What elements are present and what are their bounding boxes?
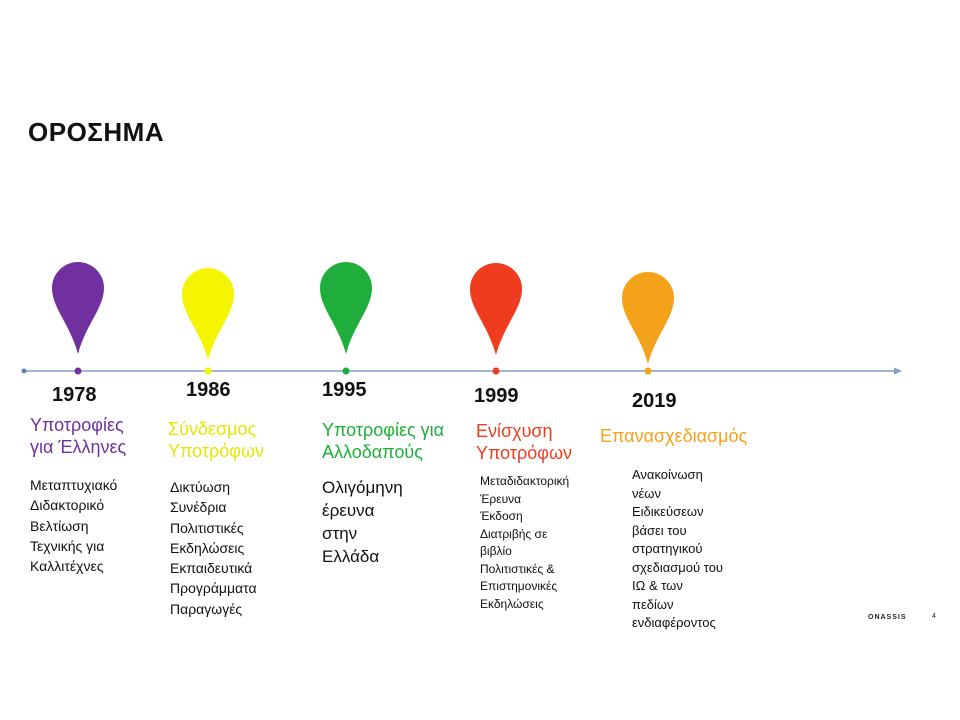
- milestone-description-line: ενδιαφέροντος: [632, 615, 716, 630]
- milestone-description-line: βιβλίο: [480, 544, 512, 558]
- milestone-heading: Επανασχεδιασμός: [600, 425, 747, 447]
- milestone-description-line: Ανακοίνωση: [632, 467, 703, 482]
- milestone-heading: Ενίσχυση Υποτρόφων: [476, 420, 572, 464]
- milestone-heading-line: Ενίσχυση: [476, 421, 553, 441]
- milestone-description-line: νέων: [632, 485, 661, 501]
- map-pin-icon: [182, 267, 234, 360]
- map-pin-icon: [52, 262, 104, 354]
- milestone-description-line: σχεδιασμού του: [632, 559, 724, 575]
- milestone-description-line: Μεταπτυχιακό: [30, 477, 118, 493]
- map-pin-icon: [622, 272, 674, 364]
- milestone-heading-line: Αλλοδαπούς: [322, 442, 423, 462]
- map-pin-icon: [320, 262, 372, 354]
- milestone-year: 1995: [322, 379, 367, 401]
- milestone-description-line: στην: [322, 524, 358, 543]
- milestone-heading-line: Σύνδεσμος: [168, 419, 257, 439]
- milestone-description-line: Ολιγόμηνη: [322, 478, 403, 497]
- milestone-description-line: έρευνα: [322, 501, 375, 520]
- milestone-year: 1978: [52, 384, 97, 406]
- milestone-description-line: Πολιτιστικές: [170, 519, 244, 536]
- timeline-arrowhead: [894, 367, 902, 375]
- milestone-heading-line: Υποτρόφων: [476, 443, 573, 463]
- milestone-description-line: Ειδικεύσεων: [632, 504, 704, 519]
- milestone-description-line: Προγράμματα: [170, 580, 257, 597]
- milestone-year: 1986: [186, 379, 231, 401]
- milestone-heading-line: για Έλληνες: [30, 437, 127, 457]
- onassis-logo: ONASSIS: [868, 614, 907, 621]
- milestone-heading-line: Υποτρόφων: [168, 441, 265, 461]
- milestone-description-line: Έκδοση: [480, 509, 523, 523]
- milestone-description-line: Παραγωγές: [170, 600, 243, 617]
- milestone-description-line: Εκδηλώσεις: [170, 539, 245, 556]
- timeline-marker-dot: [644, 367, 652, 375]
- milestone-description: Μεταδιδακτορική Έρευνα Έκδοση Διατριβής σε β…: [480, 473, 569, 613]
- milestone-description-line: Έρευνα: [480, 491, 522, 506]
- milestone-description-line: Διατριβής σε: [480, 526, 548, 541]
- milestone-description-line: Διδακτορικό: [30, 497, 105, 514]
- milestone-description-line: Δικτύωση: [170, 479, 231, 495]
- milestone-description-line: Τεχνικής για: [30, 537, 105, 554]
- milestone-description: Ανακοίνωση νέων Ειδικεύσεων βάσει του στρατη…: [632, 466, 723, 633]
- timeline-marker-dot: [342, 367, 350, 375]
- milestone-description-line: Ελλάδα: [322, 547, 380, 566]
- milestone-description-line: στρατηγικού: [632, 541, 703, 556]
- milestone-description-line: Εκπαιδευτικά: [170, 560, 253, 577]
- timeline-marker-dot: [204, 367, 212, 375]
- milestone-heading-line: Επανασχεδιασμός: [600, 426, 748, 446]
- page-number: 4: [932, 613, 936, 620]
- milestone-description-line: ΙΩ & των: [632, 578, 683, 593]
- slide-title: ΟΡΟΣΗΜΑ: [28, 117, 165, 147]
- milestone-year: 2019: [632, 390, 677, 412]
- milestone-heading: Υποτροφίες για Αλλοδαπούς: [322, 419, 444, 463]
- milestone-description-line: πεδίων: [632, 596, 674, 612]
- milestone-heading-line: Υποτροφίες για: [322, 420, 445, 440]
- milestone-description-line: Επιστημονικές: [480, 579, 558, 593]
- milestone-description-line: Εκδηλώσεις: [480, 596, 544, 611]
- milestone-description-line: Πολιτιστικές &: [480, 561, 555, 576]
- milestone-heading-line: Υποτροφίες: [30, 415, 124, 435]
- milestone-description: Ολιγόμηνη έρευνα στην Ελλάδα: [322, 476, 403, 568]
- milestone-description: Δικτύωση Συνέδρια Πολιτιστικές Εκδηλώσεις Εκ…: [170, 477, 257, 619]
- milestone-description: Μεταπτυχιακό Διδακτορικό Βελτίωση Τεχνικής …: [30, 475, 117, 576]
- milestone-heading: Υποτροφίες για Έλληνες: [30, 414, 126, 458]
- milestone-description-line: Μεταδιδακτορική: [480, 474, 570, 488]
- milestone-heading: Σύνδεσμος Υποτρόφων: [168, 418, 264, 462]
- map-pin-icon: [470, 263, 522, 355]
- milestone-description-line: βάσει του: [632, 522, 687, 538]
- milestone-year: 1999: [474, 385, 519, 407]
- timeline-start-dot: [21, 368, 27, 374]
- milestone-description-line: Συνέδρια: [170, 499, 227, 516]
- milestone-description-line: Βελτίωση: [30, 517, 89, 534]
- milestone-description-line: Καλλιτέχνες: [30, 558, 104, 575]
- timeline-marker-dot: [74, 367, 82, 375]
- timeline-marker-dot: [492, 367, 500, 375]
